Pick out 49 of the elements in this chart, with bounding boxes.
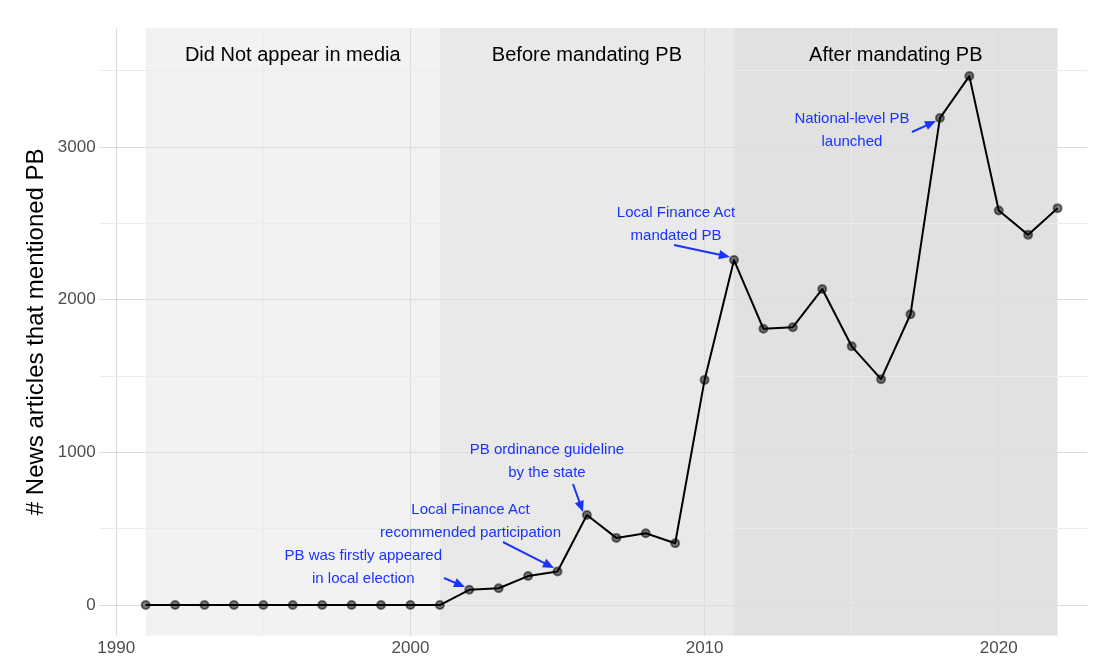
point (876, 374, 887, 385)
x-tick-label: 1990 (97, 638, 136, 658)
point (493, 583, 504, 594)
band-label: After mandating PB (809, 42, 983, 65)
x-tick-label: 2020 (979, 638, 1018, 658)
y-tick-label: 2000 (57, 289, 96, 309)
point (640, 528, 651, 539)
point (140, 600, 151, 611)
band-label: Before mandating PB (491, 42, 682, 65)
band-label: Did Not appear in media (184, 42, 402, 65)
point (934, 113, 945, 124)
point (287, 600, 298, 611)
annotation: Local Finance Act mandated PB (616, 202, 737, 243)
annotation: PB ordinance guideline by the state (469, 439, 625, 480)
point (170, 600, 181, 611)
y-tick-label: 0 (86, 594, 96, 614)
point (317, 600, 328, 611)
point (376, 600, 387, 611)
annotation: PB was firstly appeared in local election (284, 546, 443, 587)
point (964, 71, 975, 82)
point (905, 309, 916, 320)
point (552, 566, 563, 577)
x-tick-label: 2010 (685, 638, 724, 658)
annotation: Local Finance Act recommended participation (380, 500, 561, 541)
y-axis-title: # News articles that mentioned PB (21, 148, 49, 516)
point (228, 600, 239, 611)
point (405, 600, 416, 611)
point (729, 255, 740, 266)
point (699, 374, 710, 385)
point (611, 532, 622, 543)
point (258, 600, 269, 611)
point (464, 584, 475, 595)
x-tick-label: 2000 (391, 638, 430, 658)
point (199, 600, 210, 611)
point (581, 510, 592, 520)
point (523, 571, 534, 582)
point (758, 323, 769, 334)
point (817, 284, 828, 295)
point (1023, 229, 1034, 240)
point (1052, 203, 1063, 214)
point (787, 322, 798, 333)
point (434, 600, 445, 611)
y-tick-label: 1000 (57, 442, 96, 462)
point (670, 538, 681, 549)
point (846, 341, 857, 352)
point (993, 205, 1004, 216)
y-tick-label: 3000 (57, 136, 96, 156)
point (346, 600, 357, 611)
annotation: National-level PB launched (794, 108, 910, 149)
